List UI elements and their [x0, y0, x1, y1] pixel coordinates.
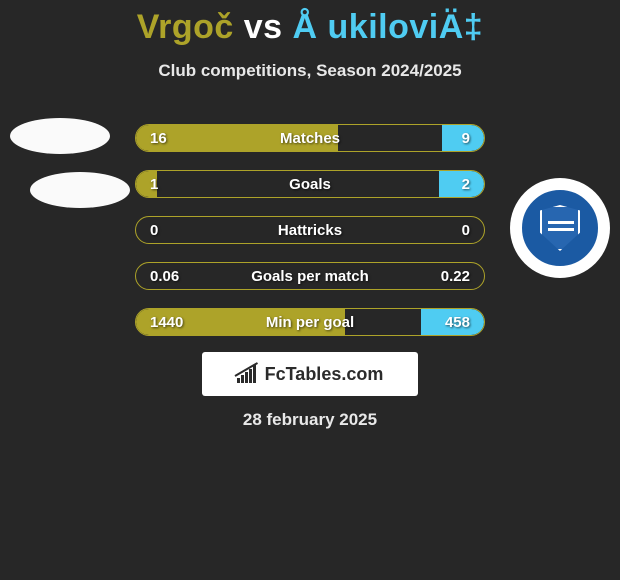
stat-value-right: 9 [462, 130, 470, 147]
subtitle: Club competitions, Season 2024/2025 [0, 61, 620, 81]
brand-box[interactable]: FcTables.com [202, 352, 418, 396]
team1-badge-shape [10, 118, 110, 154]
stat-row: 0.06Goals per match0.22 [135, 262, 485, 290]
stat-label: Goals [136, 176, 484, 193]
vs-text: vs [244, 8, 283, 46]
team1-badge [10, 118, 110, 218]
team2-badge-inner [519, 187, 601, 269]
date-text: 28 february 2025 [0, 410, 620, 430]
stat-value-right: 0 [462, 222, 470, 239]
stat-label: Hattricks [136, 222, 484, 239]
stat-value-right: 0.22 [441, 268, 470, 285]
stat-value-right: 458 [445, 314, 470, 331]
stat-value-right: 2 [462, 176, 470, 193]
stat-label: Min per goal [136, 314, 484, 331]
stat-label: Matches [136, 130, 484, 147]
team2-badge [510, 118, 610, 218]
stat-row: 16Matches9 [135, 124, 485, 152]
player2-name: Å ukiloviÄ‡ [293, 8, 484, 46]
stat-label: Goals per match [136, 268, 484, 285]
stat-row: 0Hattricks0 [135, 216, 485, 244]
comparison-title: Vrgoč vs Å ukiloviÄ‡ [0, 0, 620, 47]
brand-icon [237, 365, 259, 383]
team2-badge-shield [540, 205, 580, 251]
team2-badge-ring [510, 178, 610, 278]
team1-badge-shape [30, 172, 130, 208]
player1-name: Vrgoč [137, 8, 234, 46]
brand-text: FcTables.com [265, 364, 384, 385]
stat-row: 1440Min per goal458 [135, 308, 485, 336]
stat-row: 1Goals2 [135, 170, 485, 198]
stats-container: 16Matches9 1Goals2 0Hattricks0 0.06Goals pe… [135, 124, 485, 354]
